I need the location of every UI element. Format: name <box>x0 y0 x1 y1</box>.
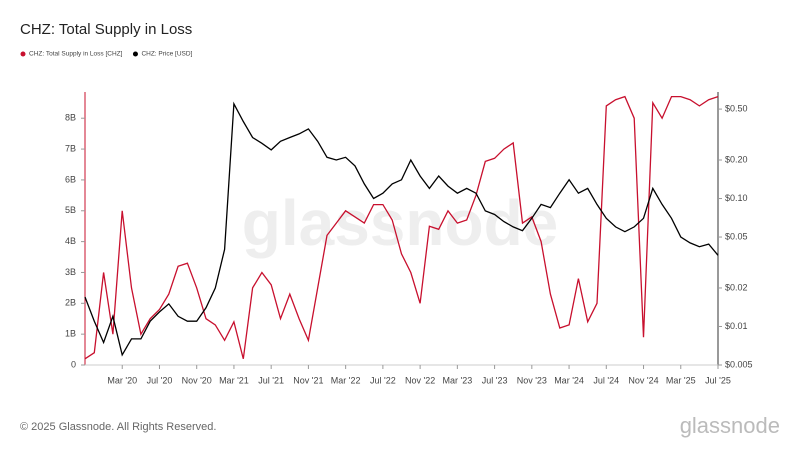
y2-tick-label: $0.01 <box>725 321 748 331</box>
x-tick-label: Nov '23 <box>517 375 547 385</box>
x-tick-label: Mar '24 <box>554 375 584 385</box>
x-tick-label: Nov '21 <box>293 375 323 385</box>
y2-tick-label: $0.05 <box>725 231 748 241</box>
x-tick-label: Mar '23 <box>442 375 472 385</box>
x-tick-label: Mar '20 <box>107 375 137 385</box>
x-tick-label: Jul '24 <box>593 375 619 385</box>
y2-tick-label: $0.10 <box>725 193 748 203</box>
chart-title: CHZ: Total Supply in Loss <box>20 21 192 38</box>
footer: © 2025 Glassnode. All Rights Reserved. <box>20 421 216 433</box>
y-tick-label: 5B <box>65 205 76 215</box>
y2-tick-label: $0.02 <box>725 282 748 292</box>
y-tick-label: 0 <box>71 359 76 369</box>
x-tick-label: Nov '24 <box>628 375 658 385</box>
legend-label: CHZ: Price [USD] <box>141 51 192 58</box>
logo: glassnode <box>680 413 780 438</box>
legend-marker <box>20 51 26 57</box>
legend-marker <box>132 51 138 57</box>
x-tick-label: Mar '25 <box>666 375 696 385</box>
x-tick-label: Jul '25 <box>705 375 731 385</box>
y-tick-label: 2B <box>65 298 76 308</box>
y-tick-label: 8B <box>65 113 76 123</box>
legend-label: CHZ: Total Supply in Loss [CHZ] <box>29 51 123 58</box>
series-line <box>84 95 719 360</box>
x-tick-label: Jul '20 <box>147 375 173 385</box>
y-tick-label: 4B <box>65 236 76 246</box>
x-tick-label: Nov '20 <box>182 375 212 385</box>
x-tick-label: Jul '22 <box>370 375 396 385</box>
x-tick-label: Mar '22 <box>331 375 361 385</box>
x-tick-label: Jul '23 <box>482 375 508 385</box>
y-tick-label: 6B <box>65 174 76 184</box>
series-line <box>84 101 719 357</box>
y-tick-label: 1B <box>65 329 76 339</box>
y-tick-label: 3B <box>65 267 76 277</box>
y2-tick-label: $0.005 <box>725 359 753 369</box>
y2-tick-label: $0.50 <box>725 103 748 113</box>
x-tick-label: Jul '21 <box>258 375 284 385</box>
x-tick-label: Nov '22 <box>405 375 435 385</box>
y2-tick-label: $0.20 <box>725 154 748 164</box>
y-tick-label: 7B <box>65 143 76 153</box>
x-tick-label: Mar '21 <box>219 375 249 385</box>
